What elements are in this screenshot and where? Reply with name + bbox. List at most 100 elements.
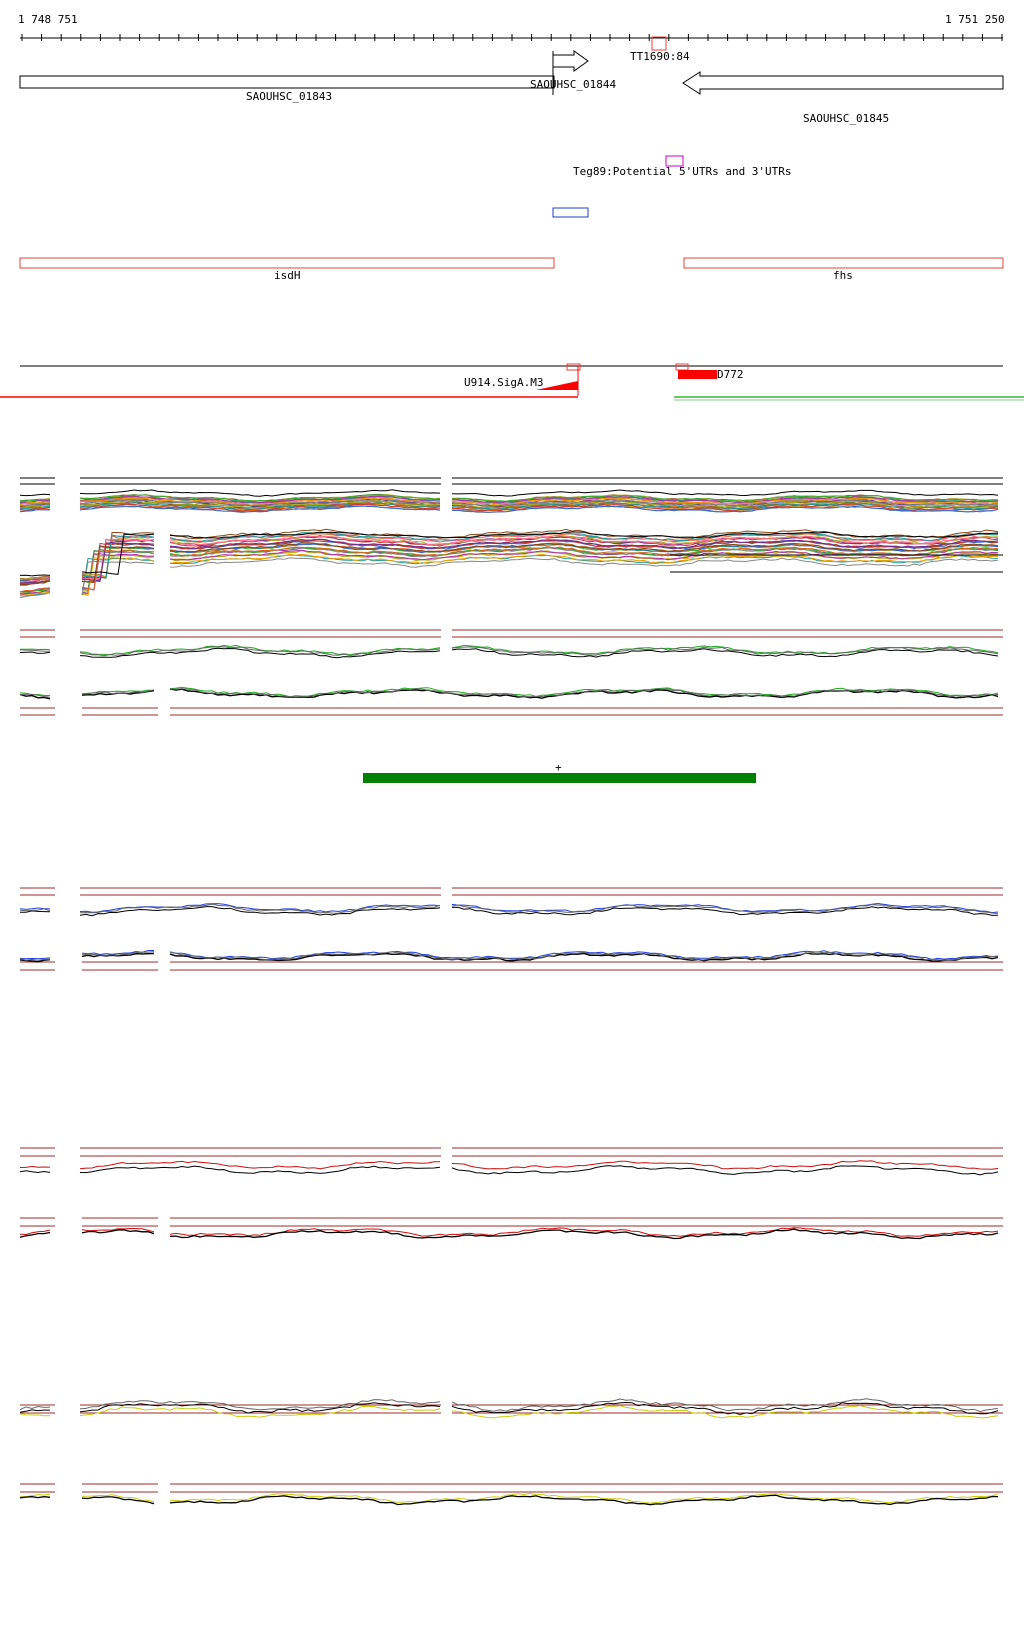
promoter-box-left[interactable] [566,363,581,371]
expression-line [19,576,51,580]
expression-line [169,687,999,698]
gene-saouhsc-01845[interactable] [682,71,1004,95]
expression-line [79,903,441,913]
expression-line [81,538,155,580]
gene-label-saouhsc-01845: SAOUHSC_01845 [803,112,889,125]
expression-line [79,502,440,511]
expression-line [19,501,51,505]
expression-line [451,1398,999,1413]
expression-line [80,503,440,512]
expression-line [81,533,155,575]
expression-line [169,952,999,962]
expression-line [79,497,441,505]
expression-line [451,489,999,497]
expression-line [81,557,155,596]
expression-line [79,498,441,507]
expression-line [81,1229,155,1235]
expression-line [19,587,51,593]
expression-line [19,1413,51,1417]
expression-line [19,1231,51,1238]
expression-line [169,557,999,568]
expression-line [20,502,51,506]
segment-track: + [363,761,756,783]
expression-line [19,507,51,511]
expression-line [81,1496,155,1505]
expression-line [169,951,999,961]
expression-line [81,952,155,958]
expression-line [19,592,51,596]
track-red [19,1147,1003,1240]
expression-line [19,504,51,508]
expression-line [451,646,999,656]
expression-line [169,1494,999,1506]
expression-line [19,648,51,651]
expression-line [451,1165,999,1176]
gene-saouhsc-01844[interactable] [552,50,589,72]
expression-line [19,1229,51,1236]
expression-line [169,542,999,553]
expression-line [79,500,441,509]
expression-line [19,506,51,510]
gene-label-saouhsc-01844: SAOUHSC_01844 [530,78,616,91]
expression-line [451,903,999,915]
expression-line [79,489,441,497]
segment-marker: + [555,761,562,774]
expression-line [19,1405,51,1411]
expression-line [169,1228,999,1240]
expression-line [19,499,51,504]
d772-bar[interactable] [678,370,717,379]
expression-line [81,534,155,579]
expression-line [451,497,999,506]
gene-track: SAOUHSC_01843 SAOUHSC_01844 TT1690:84 SA… [19,36,1004,125]
expression-line [451,1160,999,1170]
expression-line [19,1496,51,1499]
ruler-ticks [21,34,1003,41]
expression-line [20,910,51,913]
track-blue [19,887,1003,971]
expression-line [19,1165,51,1168]
expression-line [19,592,51,598]
utr-track: Teg89:Potential 5'UTRs and 3'UTRs [552,155,792,218]
expression-tracks [19,477,1003,1506]
isdh-box[interactable] [19,257,555,269]
expression-line [169,549,999,561]
expression-line [451,503,999,512]
annotation-track: isdH fhs [19,257,1004,282]
expression-line [19,693,51,700]
expression-line [81,560,155,596]
expression-line [19,588,51,594]
track-green [19,629,1003,716]
promoter-u914-triangle[interactable] [536,381,578,390]
d772-box-outline[interactable] [675,363,689,371]
expression-line [451,498,999,507]
blue-feature-box[interactable] [552,207,589,218]
gene-saouhsc-01843[interactable] [19,75,555,89]
expression-line [19,578,51,583]
expression-line [169,546,999,557]
expression-line [79,647,441,659]
d772-label: D772 [717,368,744,381]
expression-line [19,958,51,961]
expression-line [19,574,51,577]
segment-green-bar[interactable] [363,773,756,783]
coordinate-ruler: 1 748 751 1 751 250 [18,13,1005,41]
expression-line [79,505,441,513]
fhs-box[interactable] [683,257,1004,269]
expression-line [81,1494,155,1503]
expression-line [19,908,51,912]
terminator-tt1690-box[interactable] [651,36,667,51]
promoter-u914-label: U914.SigA.M3 [464,376,543,389]
expression-line [451,495,999,504]
expression-line [19,649,50,652]
expression-line [81,545,155,583]
teg89-box[interactable] [665,155,684,167]
expression-line [79,903,441,914]
expression-line [79,1165,441,1174]
expression-line [451,502,999,510]
expression-line [451,494,999,502]
expression-line [451,648,999,658]
ruler-end-label: 1 751 250 [945,13,1005,26]
expression-line [19,957,51,960]
expression-line [19,498,51,502]
expression-line [19,508,50,513]
